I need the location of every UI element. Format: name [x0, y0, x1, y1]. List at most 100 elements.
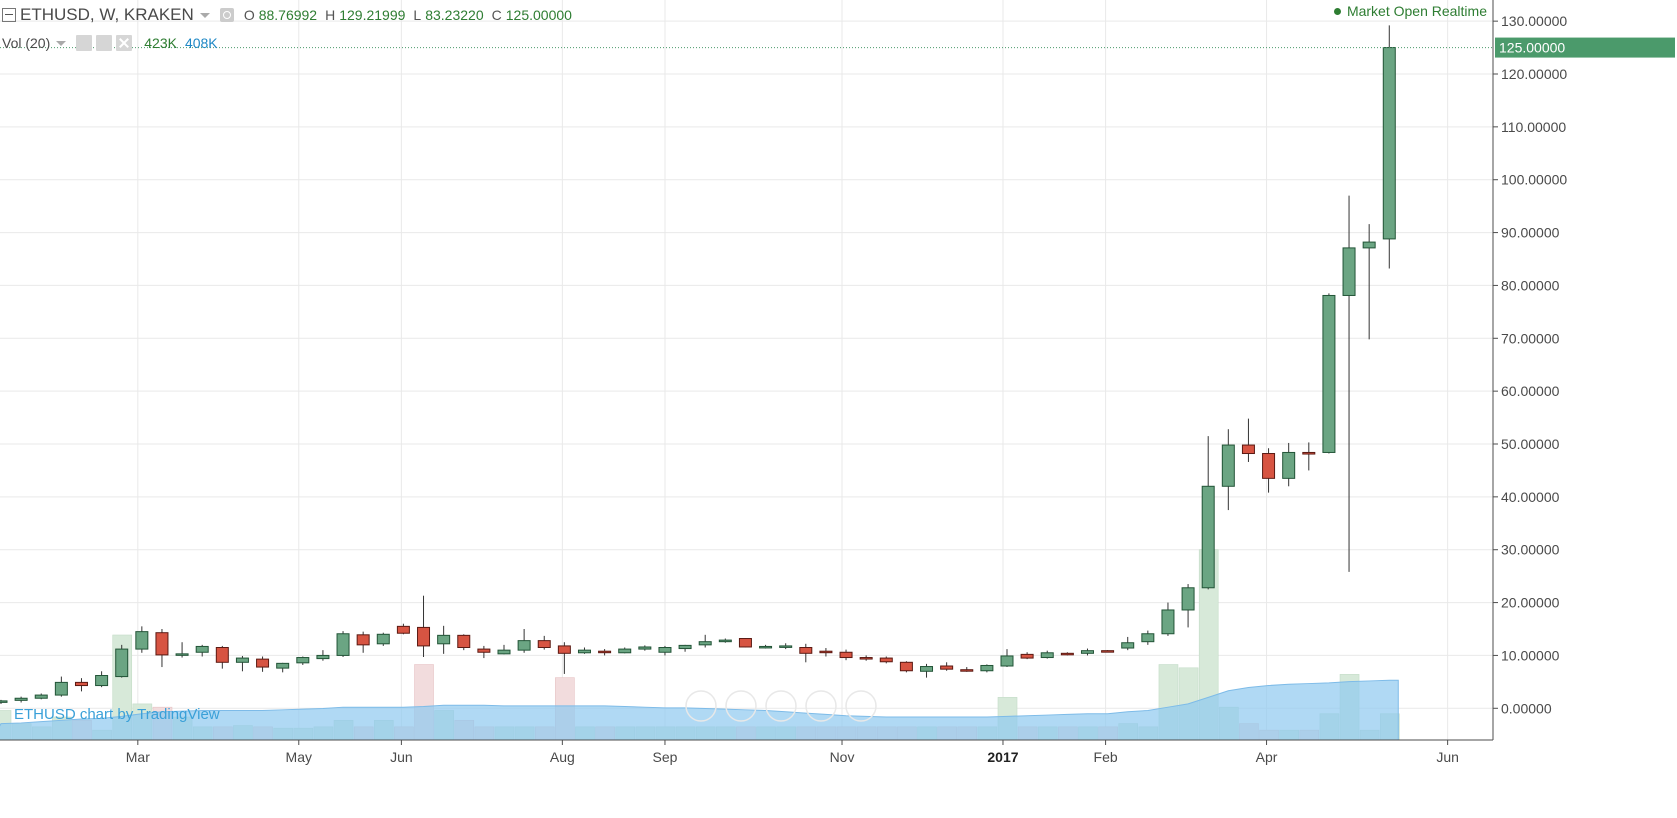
- candle-body[interactable]: [678, 644, 692, 650]
- candle-body[interactable]: [175, 653, 189, 656]
- volume-value: 423K: [144, 35, 177, 51]
- candle-body[interactable]: [1161, 609, 1175, 635]
- candle-body[interactable]: [1020, 653, 1034, 659]
- time-axis-panel[interactable]: [0, 740, 1677, 818]
- candle-body[interactable]: [738, 638, 752, 648]
- market-status: Market Open Realtime: [1333, 3, 1487, 19]
- candle-body[interactable]: [235, 657, 249, 663]
- candle-body[interactable]: [638, 646, 652, 650]
- candle-body[interactable]: [859, 657, 873, 660]
- candle-body[interactable]: [517, 640, 531, 651]
- candle-body[interactable]: [195, 645, 209, 653]
- price-tick-label: 10.00000: [1501, 647, 1560, 663]
- candle-body[interactable]: [1382, 47, 1396, 240]
- price-axis-panel[interactable]: [1493, 0, 1677, 818]
- candle-body[interactable]: [1302, 451, 1316, 455]
- candle-body[interactable]: [759, 645, 773, 649]
- watermark[interactable]: ETHUSD chart by TradingView: [14, 706, 220, 723]
- candle-body[interactable]: [658, 647, 672, 653]
- candle-body[interactable]: [296, 657, 310, 664]
- nav-control-icon[interactable]: [805, 690, 837, 722]
- candle-body[interactable]: [557, 645, 571, 654]
- close-value: 125.00000: [505, 7, 572, 23]
- candle-body[interactable]: [1101, 650, 1115, 653]
- candle-body[interactable]: [1121, 642, 1135, 649]
- close-icon[interactable]: [116, 35, 133, 51]
- candle-body[interactable]: [457, 634, 471, 648]
- candle-body[interactable]: [437, 634, 451, 645]
- candle-body[interactable]: [718, 639, 732, 643]
- candle-body[interactable]: [1000, 655, 1014, 667]
- candle-body[interactable]: [74, 681, 88, 687]
- candle-body[interactable]: [960, 669, 974, 672]
- candle-body[interactable]: [1181, 587, 1195, 611]
- candle-body[interactable]: [899, 661, 913, 672]
- candle-body[interactable]: [316, 654, 330, 660]
- candle-body[interactable]: [799, 647, 813, 654]
- candle-body[interactable]: [276, 662, 290, 669]
- eye-icon[interactable]: [76, 35, 93, 51]
- candle-body[interactable]: [95, 675, 109, 687]
- candle-body[interactable]: [839, 651, 853, 659]
- candle-body[interactable]: [1141, 633, 1155, 643]
- candle-body[interactable]: [1201, 485, 1215, 589]
- candle-body[interactable]: [14, 697, 28, 701]
- symbol-label[interactable]: ETHUSD, W, KRAKEN: [20, 5, 194, 24]
- open-value: 88.76992: [258, 7, 318, 23]
- candle-body[interactable]: [115, 648, 129, 678]
- symbol-legend: ETHUSD, W, KRAKEN O 88.76992 H 129.21999…: [0, 3, 580, 27]
- chevron-down-icon[interactable]: [199, 12, 210, 18]
- candle-body[interactable]: [497, 649, 511, 655]
- candle-body[interactable]: [1362, 241, 1376, 249]
- gear-icon[interactable]: [96, 35, 113, 51]
- candle-body[interactable]: [1241, 444, 1255, 455]
- candle-body[interactable]: [356, 634, 370, 646]
- price-tick-label: 70.00000: [1501, 330, 1560, 346]
- candle-body[interactable]: [598, 650, 612, 654]
- candle-body[interactable]: [537, 640, 551, 649]
- eye-icon[interactable]: [219, 8, 234, 22]
- nav-control-icon[interactable]: [685, 690, 717, 722]
- candle-body[interactable]: [135, 631, 149, 650]
- candle-body[interactable]: [1322, 294, 1336, 453]
- price-tick-label: 100.00000: [1501, 172, 1567, 188]
- nav-control-icon[interactable]: [725, 690, 757, 722]
- candle-body[interactable]: [155, 632, 169, 656]
- candle-body[interactable]: [980, 664, 994, 672]
- candle-body[interactable]: [920, 666, 934, 672]
- candle-body[interactable]: [819, 650, 833, 654]
- candle-body[interactable]: [54, 681, 68, 696]
- candle-body[interactable]: [1342, 247, 1356, 296]
- candle-body[interactable]: [698, 641, 712, 646]
- volume-study-label[interactable]: Vol (20): [2, 35, 51, 51]
- time-tick-label: Sep: [652, 749, 677, 765]
- candle-body[interactable]: [1282, 451, 1296, 479]
- candle-body[interactable]: [618, 648, 632, 654]
- candle-body[interactable]: [215, 647, 229, 663]
- candle-body[interactable]: [577, 649, 591, 654]
- collapse-icon[interactable]: [2, 8, 16, 22]
- price-tick-label: 50.00000: [1501, 436, 1560, 452]
- candle-body[interactable]: [1060, 652, 1074, 656]
- candle-body[interactable]: [417, 626, 431, 647]
- candle-body[interactable]: [779, 645, 793, 648]
- candle-body[interactable]: [396, 625, 410, 634]
- time-tick-label: Jun: [1436, 749, 1459, 765]
- chevron-down-icon[interactable]: [56, 40, 67, 46]
- candle-body[interactable]: [34, 694, 48, 699]
- candle-body[interactable]: [0, 700, 8, 703]
- nav-control-icon[interactable]: [765, 690, 797, 722]
- candle-body[interactable]: [256, 658, 270, 668]
- candle-body[interactable]: [879, 657, 893, 663]
- candle-body[interactable]: [376, 633, 390, 645]
- candle-body[interactable]: [1040, 652, 1054, 659]
- candle-body[interactable]: [477, 648, 491, 653]
- candle-body[interactable]: [1262, 453, 1276, 479]
- candle-body[interactable]: [1221, 444, 1235, 487]
- candle-body[interactable]: [1080, 650, 1094, 654]
- nav-control-icon[interactable]: [845, 690, 877, 722]
- candle-body[interactable]: [940, 665, 954, 670]
- candle-body[interactable]: [336, 633, 350, 656]
